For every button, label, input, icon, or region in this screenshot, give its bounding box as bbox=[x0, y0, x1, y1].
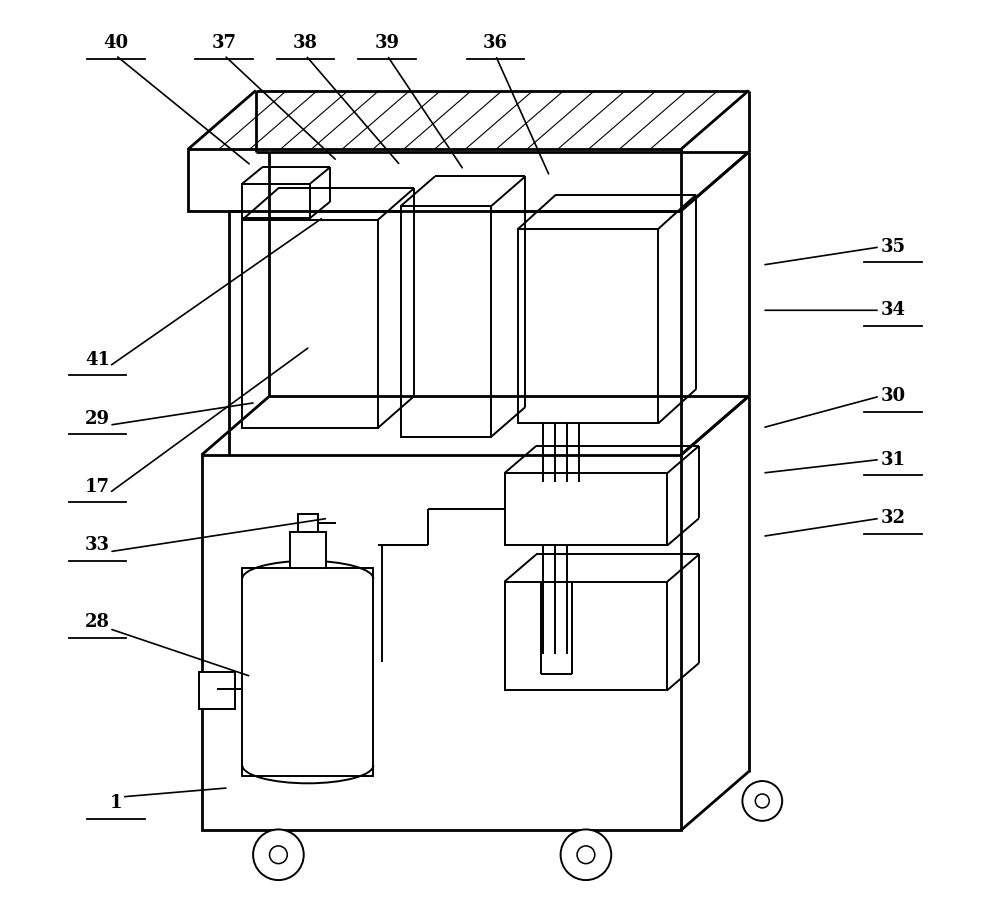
Text: 37: 37 bbox=[212, 35, 237, 53]
Circle shape bbox=[561, 829, 611, 880]
Bar bbox=[518, 229, 658, 423]
Text: 1: 1 bbox=[109, 794, 122, 813]
Text: 33: 33 bbox=[85, 536, 110, 554]
Bar bbox=[401, 207, 491, 437]
Text: 36: 36 bbox=[483, 35, 508, 53]
Circle shape bbox=[253, 829, 304, 880]
Text: 29: 29 bbox=[85, 410, 110, 428]
Text: 40: 40 bbox=[103, 35, 128, 53]
Circle shape bbox=[270, 846, 287, 864]
Text: 34: 34 bbox=[881, 301, 906, 319]
Text: 31: 31 bbox=[881, 450, 906, 469]
Text: 38: 38 bbox=[293, 35, 318, 53]
Bar bbox=[199, 672, 235, 709]
Bar bbox=[298, 514, 318, 531]
Text: 32: 32 bbox=[881, 510, 906, 527]
Circle shape bbox=[577, 846, 595, 864]
Text: 39: 39 bbox=[374, 35, 399, 53]
Circle shape bbox=[742, 781, 782, 821]
Text: 17: 17 bbox=[85, 478, 110, 496]
Bar bbox=[505, 473, 667, 545]
Bar bbox=[188, 149, 681, 211]
Bar bbox=[242, 184, 310, 218]
Bar bbox=[202, 455, 681, 830]
Bar bbox=[290, 531, 326, 568]
Circle shape bbox=[755, 794, 769, 808]
Text: 41: 41 bbox=[85, 351, 110, 369]
Text: 28: 28 bbox=[85, 613, 110, 632]
Bar bbox=[242, 568, 373, 776]
Bar bbox=[242, 220, 378, 428]
Text: 30: 30 bbox=[881, 388, 906, 405]
Bar bbox=[505, 581, 667, 690]
Text: 35: 35 bbox=[881, 238, 906, 256]
